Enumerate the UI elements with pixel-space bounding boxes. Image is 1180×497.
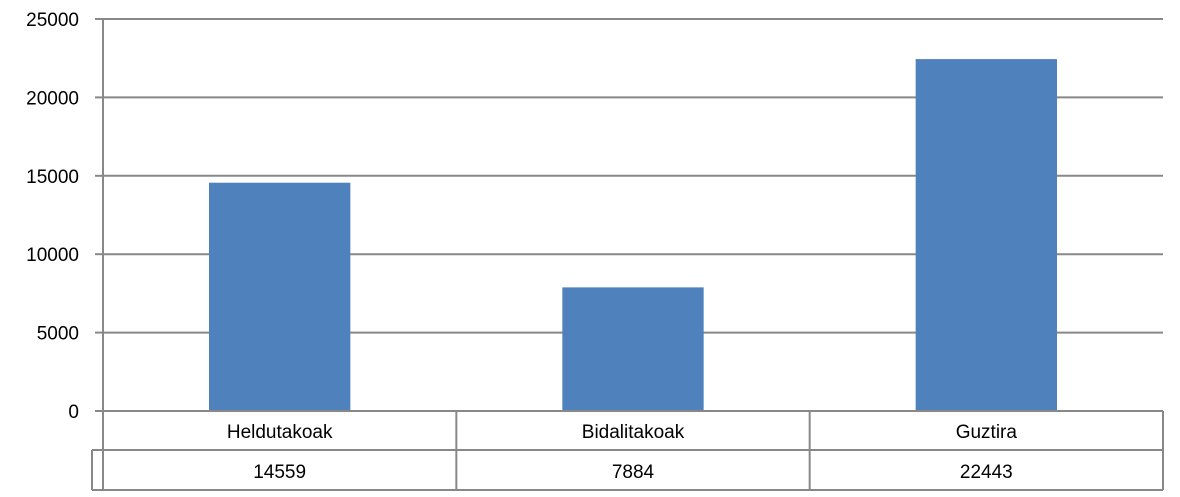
y-tick-label: 20000 — [26, 88, 79, 109]
bar-bidalitakoak — [562, 287, 704, 411]
y-axis-tick-labels: 0 5000 10000 15000 20000 25000 — [26, 10, 79, 423]
data-table: Heldutakoak 14559 Bidalitakoak 7884 Guztira 2… — [91, 411, 1164, 491]
y-tick-label: 0 — [68, 402, 79, 423]
y-tick-label: 10000 — [26, 245, 79, 266]
y-tick-label: 5000 — [37, 324, 79, 345]
bar-heldutakoak — [209, 182, 351, 411]
category-label: Guztira — [956, 422, 1018, 443]
data-table-value: 14559 — [253, 462, 306, 483]
category-label: Heldutakoak — [227, 422, 333, 443]
data-table-value: 22443 — [960, 462, 1013, 483]
data-table-value: 7884 — [612, 462, 655, 483]
bars — [209, 59, 1057, 412]
y-tick-label: 15000 — [26, 167, 79, 188]
y-tick-label: 25000 — [26, 10, 79, 31]
category-label: Bidalitakoak — [582, 422, 685, 443]
bar-guztira — [915, 59, 1057, 412]
axes — [95, 18, 1163, 412]
